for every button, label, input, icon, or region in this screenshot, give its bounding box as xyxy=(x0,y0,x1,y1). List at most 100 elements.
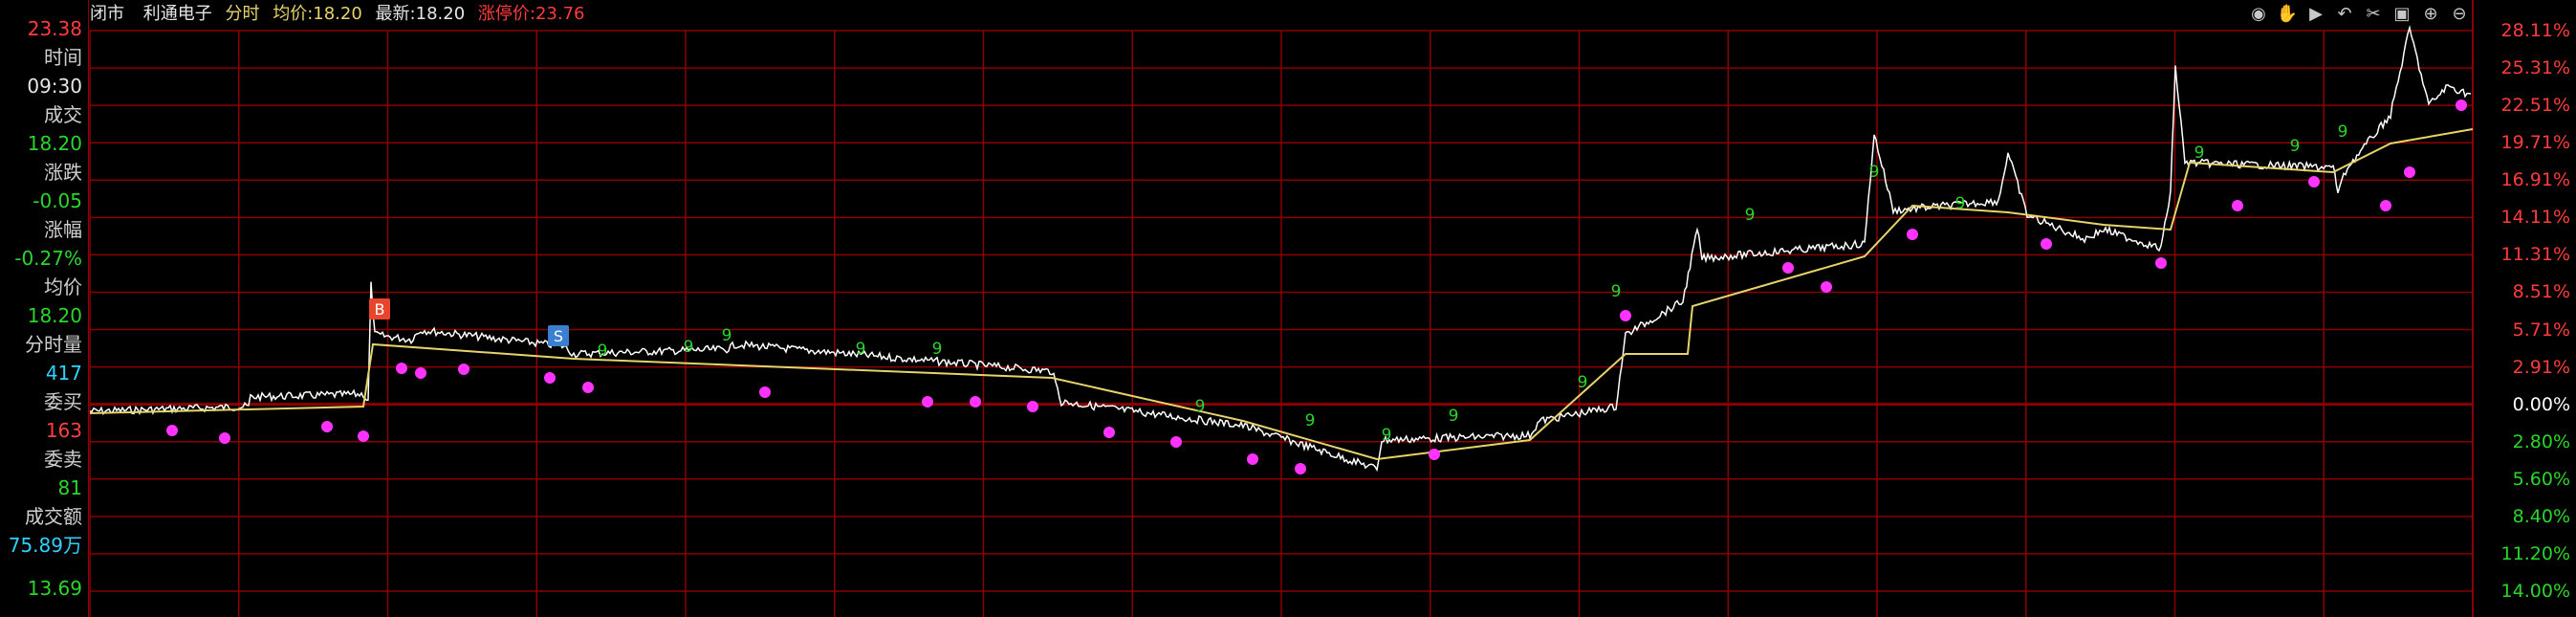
signal-dot xyxy=(1247,453,1258,465)
signal-dot xyxy=(1295,463,1306,474)
nine-count-label: 9 xyxy=(1955,194,1966,213)
lock-icon[interactable]: ▣ xyxy=(2393,4,2411,24)
nine-count-label: 9 xyxy=(722,326,732,345)
info-value: 18.20 xyxy=(27,304,82,327)
nine-count-label: 9 xyxy=(2290,137,2301,156)
nine-count-label: 9 xyxy=(1745,206,1756,225)
nine-count-label: 9 xyxy=(1382,426,1392,445)
nine-count-label: 9 xyxy=(1449,407,1459,426)
signal-dot xyxy=(1027,401,1038,412)
average-price-line xyxy=(89,128,2474,461)
price-scale-top: 23.38 xyxy=(27,17,82,40)
nine-count-label: 9 xyxy=(1869,163,1880,182)
signal-dot xyxy=(2041,238,2052,250)
info-value: 75.89万 xyxy=(8,534,82,557)
signal-dot xyxy=(1782,262,1794,274)
info-label: 成交 xyxy=(44,103,82,126)
signal-dot xyxy=(759,386,771,398)
zoom-out-icon[interactable]: ⊖ xyxy=(2452,4,2467,24)
chart-header: 闭市 利通电子 分时 均价:18.20 最新:18.20 涨停价:23.76 xyxy=(90,0,2576,29)
signal-dot xyxy=(166,425,178,436)
info-label: 分时量 xyxy=(25,333,82,356)
nine-count-label: 9 xyxy=(2338,122,2348,142)
price-line xyxy=(89,25,2472,473)
nine-count-label: 9 xyxy=(2194,143,2205,163)
percent-tick-label: 16.91% xyxy=(2500,169,2570,191)
info-label: 涨跌 xyxy=(44,161,82,184)
signal-dot xyxy=(1620,310,1631,321)
price-scale-bottom: 13.69 xyxy=(27,577,82,600)
signal-dot xyxy=(1821,281,1832,293)
nine-count-label: 9 xyxy=(1195,397,1206,416)
signal-dot xyxy=(2404,166,2415,178)
percent-tick-label: 8.40% xyxy=(2512,505,2570,527)
buy-marker xyxy=(369,298,390,320)
signal-dot xyxy=(1103,427,1115,438)
limit-up-label: 涨停价: xyxy=(477,4,535,24)
percent-tick-label: 8.51% xyxy=(2512,281,2570,303)
chart-mode[interactable]: 分时 xyxy=(225,4,260,24)
percent-tick-label: 14.00% xyxy=(2500,581,2570,602)
info-value: 81 xyxy=(57,476,82,499)
signal-dot xyxy=(396,363,407,374)
nine-count-label: 9 xyxy=(856,340,866,359)
latest-price-value: 18.20 xyxy=(415,4,466,24)
nine-count-label: 9 xyxy=(598,342,608,361)
signal-dot xyxy=(2456,99,2467,111)
percent-tick-label: 2.80% xyxy=(2512,430,2570,452)
signal-dot xyxy=(970,396,981,408)
signal-dot xyxy=(2380,200,2391,211)
nine-count-label: 9 xyxy=(1578,373,1588,392)
info-value: -0.05 xyxy=(33,189,82,212)
zoom-in-icon[interactable]: ⊕ xyxy=(2423,4,2438,24)
percent-tick-label: 19.71% xyxy=(2500,132,2570,154)
info-label: 涨幅 xyxy=(44,218,82,241)
undo-icon[interactable]: ↶ xyxy=(2337,4,2352,24)
percent-tick-label: 5.71% xyxy=(2512,319,2570,341)
eye-icon[interactable]: ◉ xyxy=(2251,4,2266,24)
info-label: 委买 xyxy=(44,390,82,413)
nine-count-label: 9 xyxy=(1611,282,1622,301)
signal-dot xyxy=(922,396,933,408)
nine-count-label: 9 xyxy=(684,338,694,357)
percent-tick-label: 25.31% xyxy=(2500,57,2570,79)
signal-dot xyxy=(219,432,230,444)
info-label: 委卖 xyxy=(44,448,82,471)
scissors-icon[interactable]: ✂ xyxy=(2366,4,2381,24)
percent-tick-label: 11.20% xyxy=(2500,542,2570,564)
signal-dot xyxy=(2155,257,2167,269)
avg-price-label: 均价: xyxy=(273,4,314,24)
signal-dot xyxy=(2232,200,2243,211)
sell-marker-label: S xyxy=(554,327,563,345)
hand-icon[interactable]: ✋ xyxy=(2276,4,2299,24)
info-label: 成交额 xyxy=(25,505,82,528)
info-label: 均价 xyxy=(44,275,82,298)
signal-dot xyxy=(458,364,469,375)
signal-dot xyxy=(1170,436,1182,448)
percent-tick-label: 11.31% xyxy=(2500,244,2570,266)
info-value: 417 xyxy=(45,362,82,385)
signal-dot xyxy=(2308,176,2320,187)
sell-marker xyxy=(548,325,569,346)
signal-dot xyxy=(582,382,594,393)
signal-dot xyxy=(415,367,426,379)
signal-dot xyxy=(321,421,333,432)
percent-tick-label: 5.60% xyxy=(2512,468,2570,490)
signal-dot xyxy=(1429,449,1440,460)
percent-axis: 28.11% 25.31% 22.51% 19.71% 16.91% 14.11% 11.3… xyxy=(2473,0,2576,617)
signal-dot xyxy=(358,430,369,442)
info-label: 时间 xyxy=(44,46,82,69)
percent-tick-label: 28.11% xyxy=(2500,20,2570,41)
play-icon[interactable]: ▶ xyxy=(2309,4,2323,24)
info-value: 18.20 xyxy=(27,132,82,155)
percent-tick-label: 0.00% xyxy=(2512,393,2570,415)
chart-toolbar: ◉ ✋ ▶ ↶ ✂ ▣ ⊕ ⊖ xyxy=(2247,3,2471,28)
stock-name[interactable]: 利通电子 xyxy=(142,4,212,24)
signal-dot xyxy=(1907,229,1918,240)
latest-price-label: 最新: xyxy=(375,4,416,24)
percent-tick-label: 22.51% xyxy=(2500,95,2570,117)
info-value: -0.27% xyxy=(14,247,82,270)
nine-count-label: 9 xyxy=(1305,411,1316,430)
market-status: 闭市 xyxy=(90,4,124,24)
